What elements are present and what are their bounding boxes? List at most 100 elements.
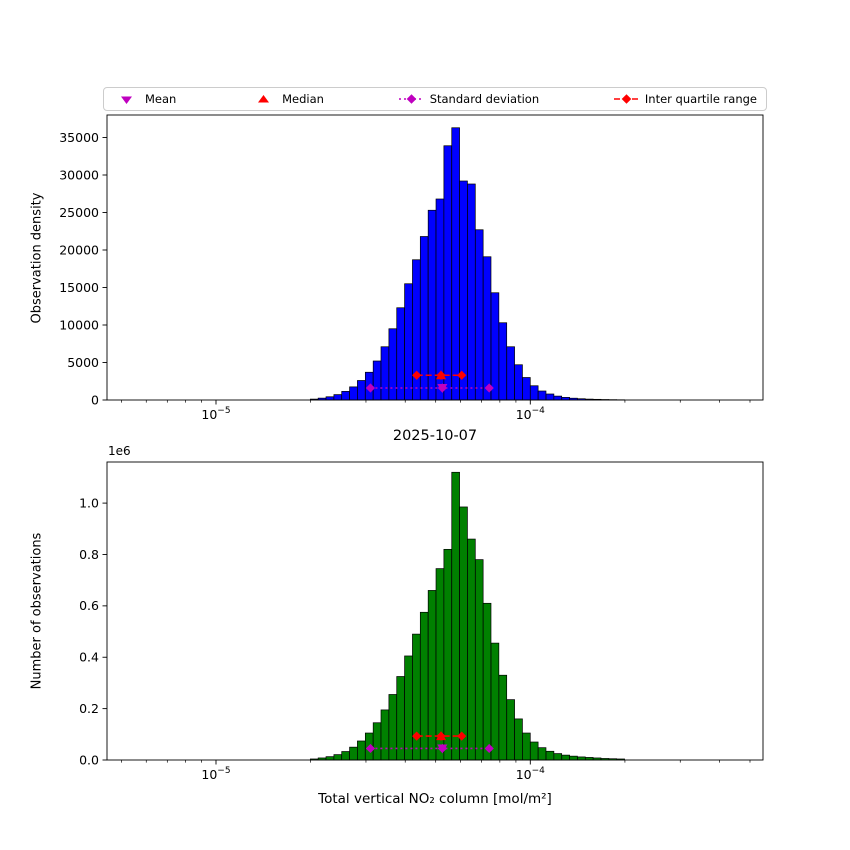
iqr-diamond-marker [412, 731, 422, 741]
mean-marker [437, 384, 448, 393]
legend-triangle-up-icon [258, 95, 270, 103]
legend-item-standard-deviation: Standard deviation [398, 92, 539, 106]
histogram-bar [388, 328, 398, 401]
histogram-bar [506, 699, 515, 761]
histogram-bar [498, 322, 508, 401]
axis-ticks: 10−5 10−4 0 5000 10000 15000 20000 25000 30000 35… [59, 130, 751, 422]
histogram-bar [396, 676, 405, 761]
legend-label: Median [282, 92, 324, 106]
panel-number-of-observations: 10−5 10−4 0.0 0.2 0.4 0.6 0.8 1.0 [79, 461, 764, 782]
histogram-bar [404, 655, 413, 761]
histogram-bar [522, 377, 531, 401]
y-tick-label: 30000 [59, 167, 99, 182]
y-tick-label: 35000 [59, 130, 99, 145]
histogram-bar [380, 346, 390, 401]
histogram-bar [333, 394, 343, 401]
panel-observation-density: 10−5 10−4 0 5000 10000 15000 20000 25000 30000 35… [59, 114, 764, 422]
median-marker [436, 370, 447, 380]
histogram-bar [325, 756, 335, 761]
histogram-bar [451, 471, 460, 761]
legend-label: Inter quartile range [644, 92, 757, 106]
histogram-bar [459, 180, 468, 401]
x-tick-label: 10−4 [516, 766, 545, 782]
chart-title: 2025-10-07 [392, 428, 478, 444]
histogram-bar [490, 292, 500, 401]
histogram-bar [514, 718, 523, 761]
histogram-bar [482, 256, 492, 401]
histogram-bar [474, 229, 484, 401]
y-tick-label: 5000 [67, 355, 99, 370]
stats-markers [365, 370, 494, 393]
std-diamond-marker [365, 383, 376, 393]
iqr-diamond-marker [457, 370, 467, 380]
histogram-bar [443, 145, 453, 401]
histogram-bar [537, 747, 547, 761]
histogram-bar [482, 602, 492, 761]
legend-diamond-icon [613, 94, 639, 104]
legend-label: Standard deviation [429, 92, 540, 106]
legend-label: Mean [145, 92, 177, 106]
histogram-bar [498, 674, 508, 761]
std-diamond-marker [484, 743, 494, 754]
histogram-bar [372, 360, 382, 401]
histogram-bar [545, 393, 555, 401]
histogram-bar [537, 390, 547, 401]
y-tick-label: 0 [91, 392, 99, 407]
histogram-bar [522, 732, 531, 761]
histogram-bar [388, 694, 398, 761]
histogram-bar [404, 283, 413, 401]
histogram-bar [529, 385, 539, 401]
histogram-bar [569, 755, 578, 761]
legend-item-mean: Mean [113, 92, 176, 106]
x-tick-label: 10−5 [201, 406, 230, 422]
y-axis-offset-label: 1e6 [108, 444, 131, 458]
legend-item-median: Median [250, 92, 324, 106]
y-tick-label: 0.4 [79, 650, 99, 665]
y-tick-label: 15000 [59, 280, 99, 295]
histogram-bar [396, 307, 405, 401]
histogram-bar [427, 209, 437, 401]
x-tick-label: 10−4 [516, 406, 545, 422]
axes-frame [106, 461, 764, 761]
y-tick-label: 0.0 [79, 752, 99, 767]
histogram-bar [577, 756, 586, 761]
y-axis-label-density: Observation density [29, 192, 45, 324]
histogram-bar [443, 548, 453, 761]
histogram-bar [553, 753, 563, 761]
std-diamond-marker [484, 383, 494, 393]
y-tick-label: 0.2 [79, 701, 99, 716]
histogram-bar [561, 754, 570, 761]
iqr-diamond-marker [457, 731, 467, 741]
histogram-bar [435, 568, 445, 761]
axes-frame [106, 114, 764, 401]
histogram-bar [506, 346, 515, 401]
y-tick-label: 10000 [59, 317, 99, 332]
legend-diamond-icon [398, 94, 424, 104]
y-tick-label: 20000 [59, 242, 99, 257]
y-axis-label-observations: Number of observations [29, 532, 45, 690]
histogram-bar [545, 750, 555, 761]
histogram-bar [467, 538, 476, 761]
y-tick-label: 1.0 [79, 495, 99, 510]
x-axis-label: Total vertical NO₂ column [mol/m²] [318, 791, 552, 807]
histogram-bar [380, 709, 390, 761]
histogram-bar [553, 395, 563, 401]
histogram-bar [325, 396, 335, 401]
histogram-bar [357, 380, 366, 401]
histogram-bar [419, 611, 429, 761]
y-tick-label: 25000 [59, 205, 99, 220]
histogram-bar [341, 751, 350, 761]
mean-marker [437, 744, 448, 754]
histogram-bar [459, 506, 468, 761]
histogram-bar [372, 722, 382, 761]
histogram-bar [467, 183, 476, 401]
histogram-bar [349, 386, 358, 401]
histogram-bar [357, 740, 366, 761]
histogram-bar [514, 364, 523, 401]
iqr-diamond-marker [412, 370, 422, 380]
y-tick-label: 0.8 [79, 547, 99, 562]
legend-item-inter-quartile-range: Inter quartile range [613, 92, 757, 106]
legend: Mean Median Standard deviation Inter quarti… [103, 87, 767, 111]
